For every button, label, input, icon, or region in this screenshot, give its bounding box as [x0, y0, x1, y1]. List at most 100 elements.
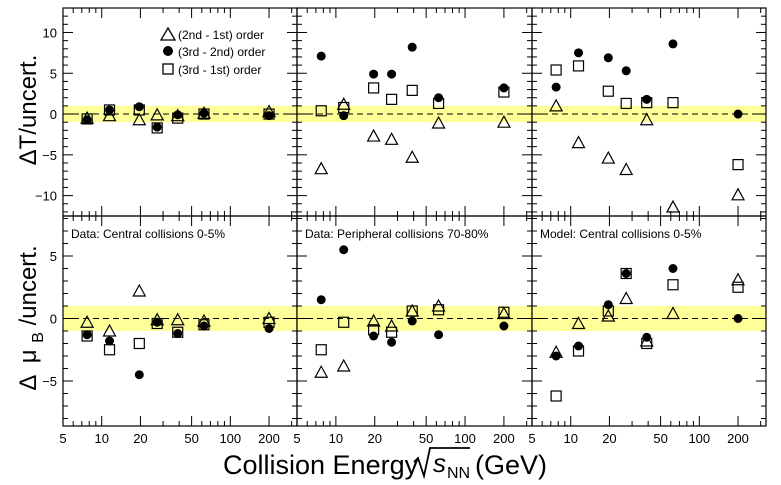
x-tick-label: 100 — [688, 431, 710, 446]
square-point — [103, 344, 116, 356]
panel-top-right — [531, 7, 767, 217]
circle-point — [152, 317, 162, 327]
triangle-point — [571, 135, 586, 149]
triangle-point — [384, 132, 399, 145]
legend-label-triangle: (2nd - 1st) order — [178, 28, 264, 42]
square-point — [641, 337, 653, 350]
y-tick-label: 0 — [50, 312, 57, 327]
square-point — [338, 101, 350, 114]
square-point — [198, 108, 210, 120]
circle-point — [173, 329, 183, 338]
circle-point — [82, 115, 92, 125]
triangle-point — [384, 318, 399, 332]
square-point — [103, 104, 116, 116]
square-point — [198, 319, 210, 331]
y-axis-label-bottom: Δ μ B /uncert. — [15, 245, 49, 390]
triangle-point — [619, 162, 634, 176]
square-point — [263, 316, 275, 328]
x-tick-label: 50 — [419, 431, 433, 446]
triangle-point — [366, 313, 381, 327]
square-point — [385, 326, 398, 338]
x-tick-label: 20 — [133, 431, 147, 446]
x-tick-label: 50 — [653, 431, 667, 446]
y-tick-label: 5 — [50, 249, 57, 264]
legend-triangle-marker — [159, 26, 177, 41]
square-point — [81, 113, 93, 125]
triangle-point — [639, 112, 654, 126]
square-point — [338, 316, 350, 328]
circle-point — [499, 321, 509, 331]
panel-top-middle — [296, 7, 533, 217]
circle-point — [434, 330, 444, 340]
circle-point — [733, 314, 743, 323]
legend-entry-triangle: (2nd - 1st) order — [159, 26, 264, 42]
triangle-point — [431, 298, 446, 312]
triangle-point — [405, 150, 420, 163]
circle-point — [621, 269, 631, 278]
triangle-point — [619, 291, 634, 305]
square-point — [368, 82, 380, 94]
y-label-tail: /uncert. — [15, 245, 42, 325]
triangle-point — [549, 98, 564, 112]
y-tick-label: 10 — [43, 25, 57, 40]
x-tick-label: 10 — [329, 431, 343, 446]
y-label-delta: Δ — [15, 375, 42, 391]
legend-label-circle: (3rd - 2nd) order — [178, 45, 265, 59]
circle-point — [642, 332, 652, 342]
circle-point — [551, 351, 561, 361]
circle-point — [499, 83, 509, 93]
square-point — [572, 345, 585, 357]
x-tick-label: 100 — [454, 431, 476, 446]
triangle-point — [314, 364, 329, 378]
uncertainty-band — [297, 105, 532, 123]
square-point — [572, 60, 585, 72]
panel-bottom-middle: 5 10 20 50 100 200 Data: Peripheral collisions… — [293, 215, 533, 446]
circle-point — [339, 111, 349, 121]
sqrt-symbol — [413, 447, 470, 480]
y-tick-label: 5 — [50, 66, 57, 81]
circle-point — [387, 337, 397, 347]
y-tick-label: −10 — [35, 189, 57, 204]
square-point — [151, 122, 163, 134]
panel-title: Data: Central collisions 0-5% — [71, 227, 225, 241]
circle-point — [316, 295, 326, 305]
circle-point — [369, 69, 379, 79]
circle-point — [603, 300, 613, 310]
circle-point — [264, 111, 274, 121]
square-point — [315, 344, 327, 356]
x-tick-label: 5 — [59, 431, 66, 446]
x-tick-label: 200 — [258, 431, 280, 446]
legend-label-square: (3rd - 1st) order — [178, 63, 261, 77]
triangle-point — [80, 314, 95, 328]
circle-point — [668, 39, 678, 49]
triangle-point — [102, 323, 117, 337]
x-tick-label: 200 — [727, 431, 749, 446]
square-point — [732, 159, 744, 171]
square-point — [550, 390, 562, 402]
y-tick-label: 0 — [50, 107, 57, 122]
circle-point — [134, 102, 144, 112]
triangle-point — [731, 187, 746, 201]
square-point — [406, 84, 418, 96]
square-point — [432, 97, 445, 110]
x-tick-label: 100 — [219, 431, 241, 446]
square-point — [133, 104, 145, 116]
square-point — [315, 105, 327, 117]
square-point — [432, 304, 445, 316]
square-point — [81, 330, 93, 342]
triangle-point — [496, 306, 511, 320]
triangle-point — [431, 115, 446, 129]
circle-point — [434, 93, 444, 103]
circle-point — [369, 331, 379, 341]
y-tick-label: −5 — [42, 374, 57, 389]
panel-title: Model: Central collisions 0-5% — [540, 227, 702, 241]
x-label-s: s — [433, 448, 446, 478]
x-tick-label: 10 — [94, 431, 108, 446]
square-point — [133, 337, 145, 350]
x-tick-label: 20 — [602, 431, 616, 446]
square-point — [263, 108, 275, 120]
square-point — [172, 112, 184, 124]
triangle-point — [496, 114, 511, 128]
